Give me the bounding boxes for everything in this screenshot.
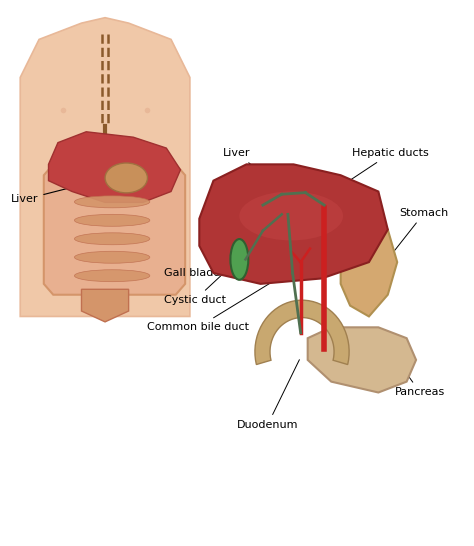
- Text: Liver: Liver: [11, 187, 74, 204]
- Text: Gall bladder: Gall bladder: [164, 260, 237, 278]
- Ellipse shape: [230, 239, 248, 280]
- Ellipse shape: [74, 233, 150, 245]
- Ellipse shape: [105, 163, 147, 193]
- Ellipse shape: [74, 196, 150, 208]
- Polygon shape: [44, 164, 185, 295]
- Polygon shape: [199, 164, 388, 284]
- Ellipse shape: [239, 192, 343, 240]
- Polygon shape: [341, 219, 397, 317]
- Polygon shape: [48, 132, 181, 203]
- Text: Liver: Liver: [223, 148, 282, 190]
- Text: Pancreas: Pancreas: [395, 359, 445, 397]
- Ellipse shape: [74, 270, 150, 282]
- Text: Common bile duct: Common bile duct: [147, 272, 289, 332]
- Polygon shape: [82, 289, 128, 322]
- Text: Cystic duct: Cystic duct: [164, 234, 265, 305]
- Text: Duodenum: Duodenum: [237, 360, 300, 430]
- Text: Stomach: Stomach: [387, 208, 449, 260]
- Polygon shape: [308, 327, 416, 393]
- Ellipse shape: [74, 215, 150, 226]
- Ellipse shape: [74, 251, 150, 263]
- Polygon shape: [20, 17, 190, 317]
- Polygon shape: [255, 300, 349, 365]
- Text: Hepatic ducts: Hepatic ducts: [331, 148, 429, 193]
